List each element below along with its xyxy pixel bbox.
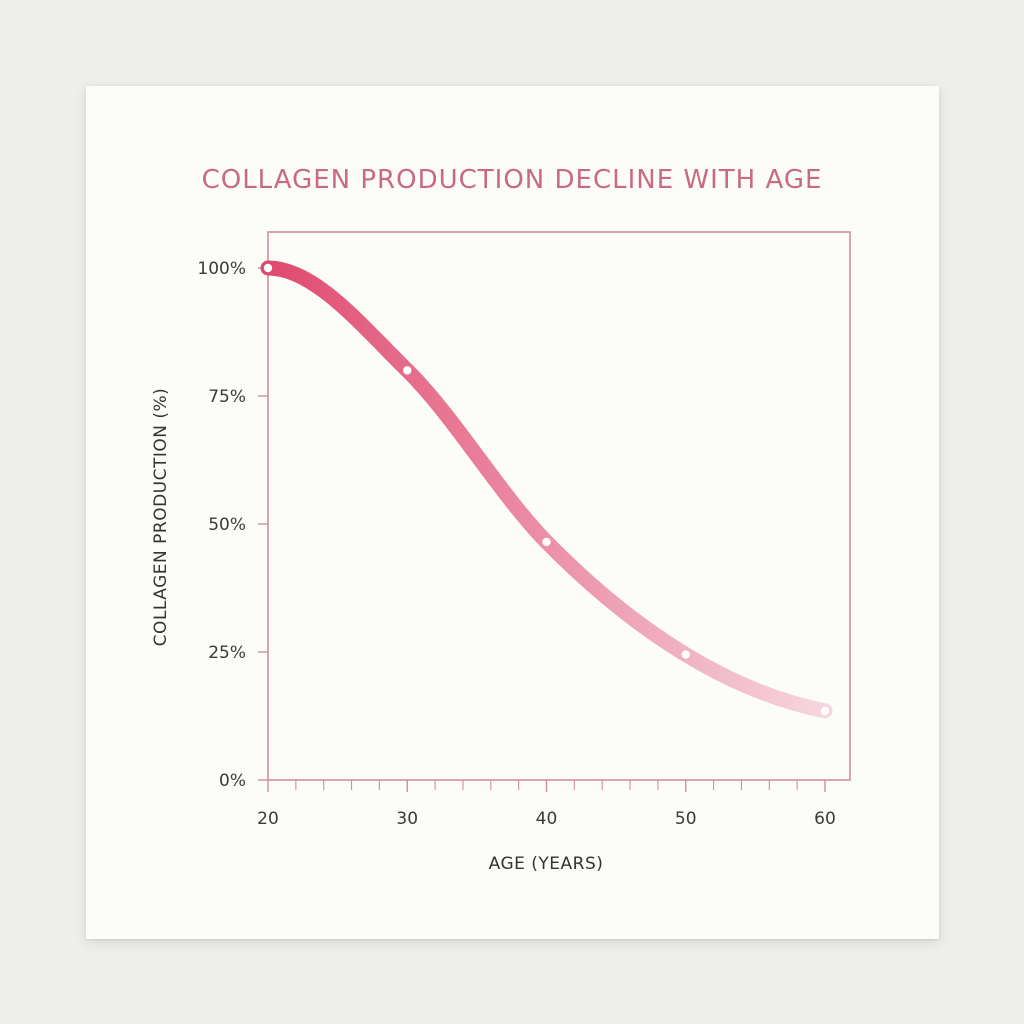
data-point (403, 366, 412, 375)
x-axis-label: AGE (YEARS) (489, 854, 604, 874)
data-point (263, 263, 273, 273)
data-point (542, 537, 551, 547)
y-tick-label: 50% (208, 515, 246, 535)
y-tick-label: 25% (208, 643, 246, 663)
y-tick-label: 100% (197, 259, 246, 279)
x-tick-label: 40 (536, 809, 558, 829)
x-tick-label: 60 (814, 809, 836, 829)
y-tick-label: 75% (208, 387, 246, 407)
y-tick-label: 0% (219, 771, 246, 791)
chart-title: COLLAGEN PRODUCTION DECLINE WITH AGE (201, 165, 823, 195)
plot-frame (267, 231, 851, 781)
data-point (681, 650, 690, 659)
data-point (820, 706, 830, 716)
x-tick-label: 30 (396, 809, 418, 829)
series-line (260, 260, 833, 719)
y-axis-label: COLLAGEN PRODUCTION (%) (151, 388, 171, 647)
x-tick-label: 20 (257, 809, 279, 829)
x-tick-label: 50 (675, 809, 697, 829)
